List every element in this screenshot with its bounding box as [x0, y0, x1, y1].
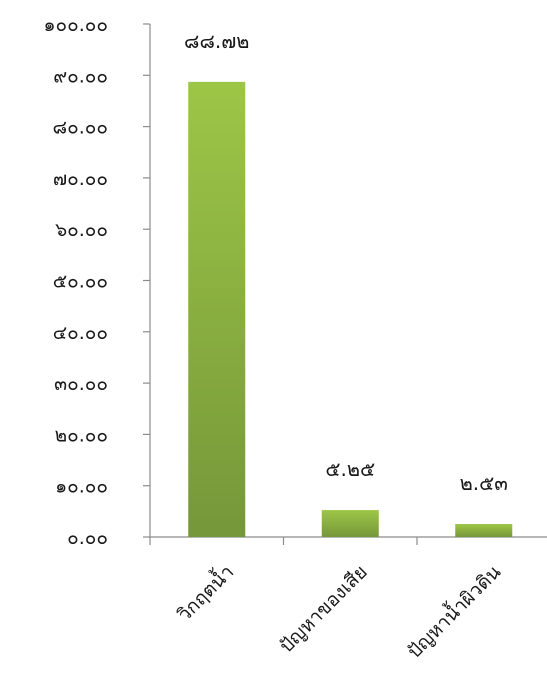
y-tick-label: ๗๐.๐๐ — [53, 168, 108, 190]
y-tick-label: ๒๐.๐๐ — [55, 424, 108, 446]
y-tick-label: ๖๐.๐๐ — [55, 219, 108, 241]
y-tick-label: ๑๐.๐๐ — [55, 476, 108, 498]
bar — [321, 510, 379, 537]
y-tick-label: ๐.๐๐ — [67, 527, 108, 549]
category-label: ปัญหาน้ำผิวดิน — [401, 559, 505, 663]
y-tick-label: ๔๐.๐๐ — [53, 322, 108, 344]
bar — [188, 81, 246, 538]
y-tick-label: ๕๐.๐๐ — [53, 271, 108, 293]
y-tick-label: ๙๐.๐๐ — [53, 65, 108, 87]
y-tick-label: ๘๐.๐๐ — [53, 117, 109, 139]
y-tick-label: ๓๐.๐๐ — [54, 373, 108, 395]
bar — [455, 524, 513, 537]
y-tick-label: ๑๐๐.๐๐ — [44, 14, 109, 36]
category-label: ปัญหาของเสีย — [275, 561, 371, 657]
data-label: ๘๘.๗๒ — [184, 29, 249, 53]
category-label: วิกฤตน้ำ — [171, 559, 238, 626]
data-label: ๒.๕๓ — [460, 471, 508, 495]
data-label: ๕.๒๕ — [325, 457, 375, 481]
